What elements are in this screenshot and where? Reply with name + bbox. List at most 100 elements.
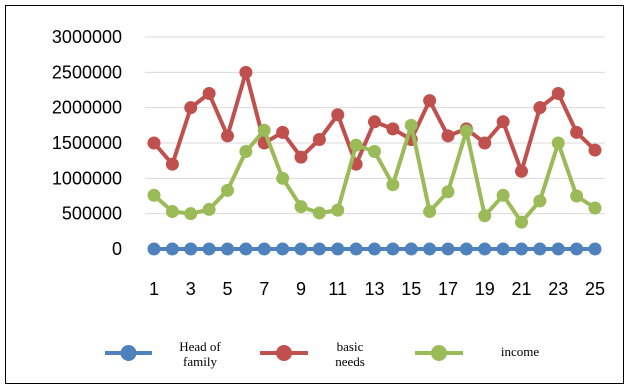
- x-tick-label: 15: [401, 279, 421, 299]
- data-point: [588, 143, 602, 157]
- data-point: [533, 101, 547, 115]
- data-point: [496, 115, 510, 129]
- data-point: [276, 171, 290, 185]
- data-point: [551, 242, 565, 256]
- data-point: [478, 136, 492, 150]
- data-point: [221, 242, 234, 256]
- data-point: [588, 201, 602, 215]
- y-tick-label: 0: [112, 239, 122, 259]
- data-point: [515, 242, 528, 256]
- data-point: [165, 205, 179, 219]
- data-point: [165, 242, 179, 256]
- y-tick-label: 3000000: [52, 27, 122, 47]
- data-point: [221, 183, 234, 197]
- data-point: [184, 242, 198, 256]
- x-tick-label: 11: [328, 279, 347, 299]
- data-point: [423, 242, 437, 256]
- data-point: [312, 242, 326, 256]
- x-tick-label: 3: [186, 279, 196, 299]
- legend-marker: [431, 345, 447, 361]
- data-point: [459, 124, 473, 138]
- data-point: [368, 242, 381, 256]
- data-point: [588, 242, 602, 256]
- data-point: [331, 108, 345, 122]
- data-point: [386, 122, 400, 136]
- data-point: [331, 242, 345, 256]
- legend-label: needs: [335, 354, 365, 369]
- data-point: [239, 65, 253, 79]
- data-point: [386, 242, 400, 256]
- legend-label: income: [501, 344, 539, 359]
- data-point: [368, 115, 381, 129]
- y-tick-label: 500000: [62, 204, 122, 224]
- data-point: [239, 242, 253, 256]
- y-tick-label: 2500000: [52, 62, 122, 82]
- data-point: [257, 242, 271, 256]
- data-point: [423, 94, 437, 108]
- data-point: [423, 205, 437, 219]
- data-point: [404, 242, 418, 256]
- data-point: [441, 129, 455, 143]
- y-tick-label: 1000000: [52, 168, 122, 188]
- x-tick-label: 13: [364, 279, 384, 299]
- data-point: [496, 242, 510, 256]
- legend-label: family: [183, 354, 217, 369]
- data-point: [147, 136, 161, 150]
- data-point: [386, 178, 400, 192]
- data-point: [276, 242, 290, 256]
- data-point: [312, 132, 326, 146]
- data-point: [570, 125, 584, 139]
- data-point: [349, 242, 363, 256]
- data-point: [533, 242, 547, 256]
- data-point: [294, 242, 308, 256]
- data-point: [202, 242, 216, 256]
- data-point: [312, 206, 326, 220]
- data-point: [478, 242, 492, 256]
- x-tick-label: 17: [438, 279, 458, 299]
- y-tick-label: 1500000: [52, 133, 122, 153]
- data-point: [276, 125, 290, 139]
- data-point: [294, 150, 308, 164]
- data-point: [221, 129, 234, 143]
- chart-frame: [5, 5, 624, 384]
- data-point: [184, 101, 198, 115]
- data-point: [404, 118, 418, 132]
- x-tick-label: 19: [475, 279, 495, 299]
- legend-label: basic: [337, 339, 364, 354]
- data-point: [515, 164, 528, 178]
- data-point: [551, 136, 565, 150]
- data-point: [570, 189, 584, 203]
- data-point: [184, 207, 198, 221]
- legend-marker: [120, 345, 137, 361]
- data-point: [147, 188, 161, 202]
- data-point: [202, 87, 216, 101]
- y-tick-label: 2000000: [52, 98, 122, 118]
- x-tick-label: 21: [511, 279, 531, 299]
- legend-label: Head of: [179, 339, 221, 354]
- data-point: [551, 87, 565, 101]
- legend-marker: [276, 345, 292, 361]
- data-point: [147, 242, 161, 256]
- x-tick-label: 9: [296, 279, 306, 299]
- data-point: [202, 202, 216, 216]
- data-point: [239, 144, 253, 158]
- x-tick-label: 23: [548, 279, 568, 299]
- x-tick-label: 25: [585, 279, 605, 299]
- data-point: [496, 188, 510, 202]
- data-point: [459, 242, 473, 256]
- x-tick-label: 5: [222, 279, 232, 299]
- data-point: [257, 123, 271, 137]
- data-point: [533, 194, 547, 208]
- data-point: [515, 215, 528, 229]
- data-point: [570, 242, 584, 256]
- data-point: [294, 200, 308, 214]
- x-tick-label: 7: [259, 279, 269, 299]
- data-point: [331, 203, 345, 217]
- data-point: [165, 157, 179, 171]
- data-point: [478, 209, 492, 223]
- data-point: [349, 138, 363, 152]
- data-point: [441, 185, 455, 199]
- data-point: [368, 144, 381, 158]
- data-point: [441, 242, 455, 256]
